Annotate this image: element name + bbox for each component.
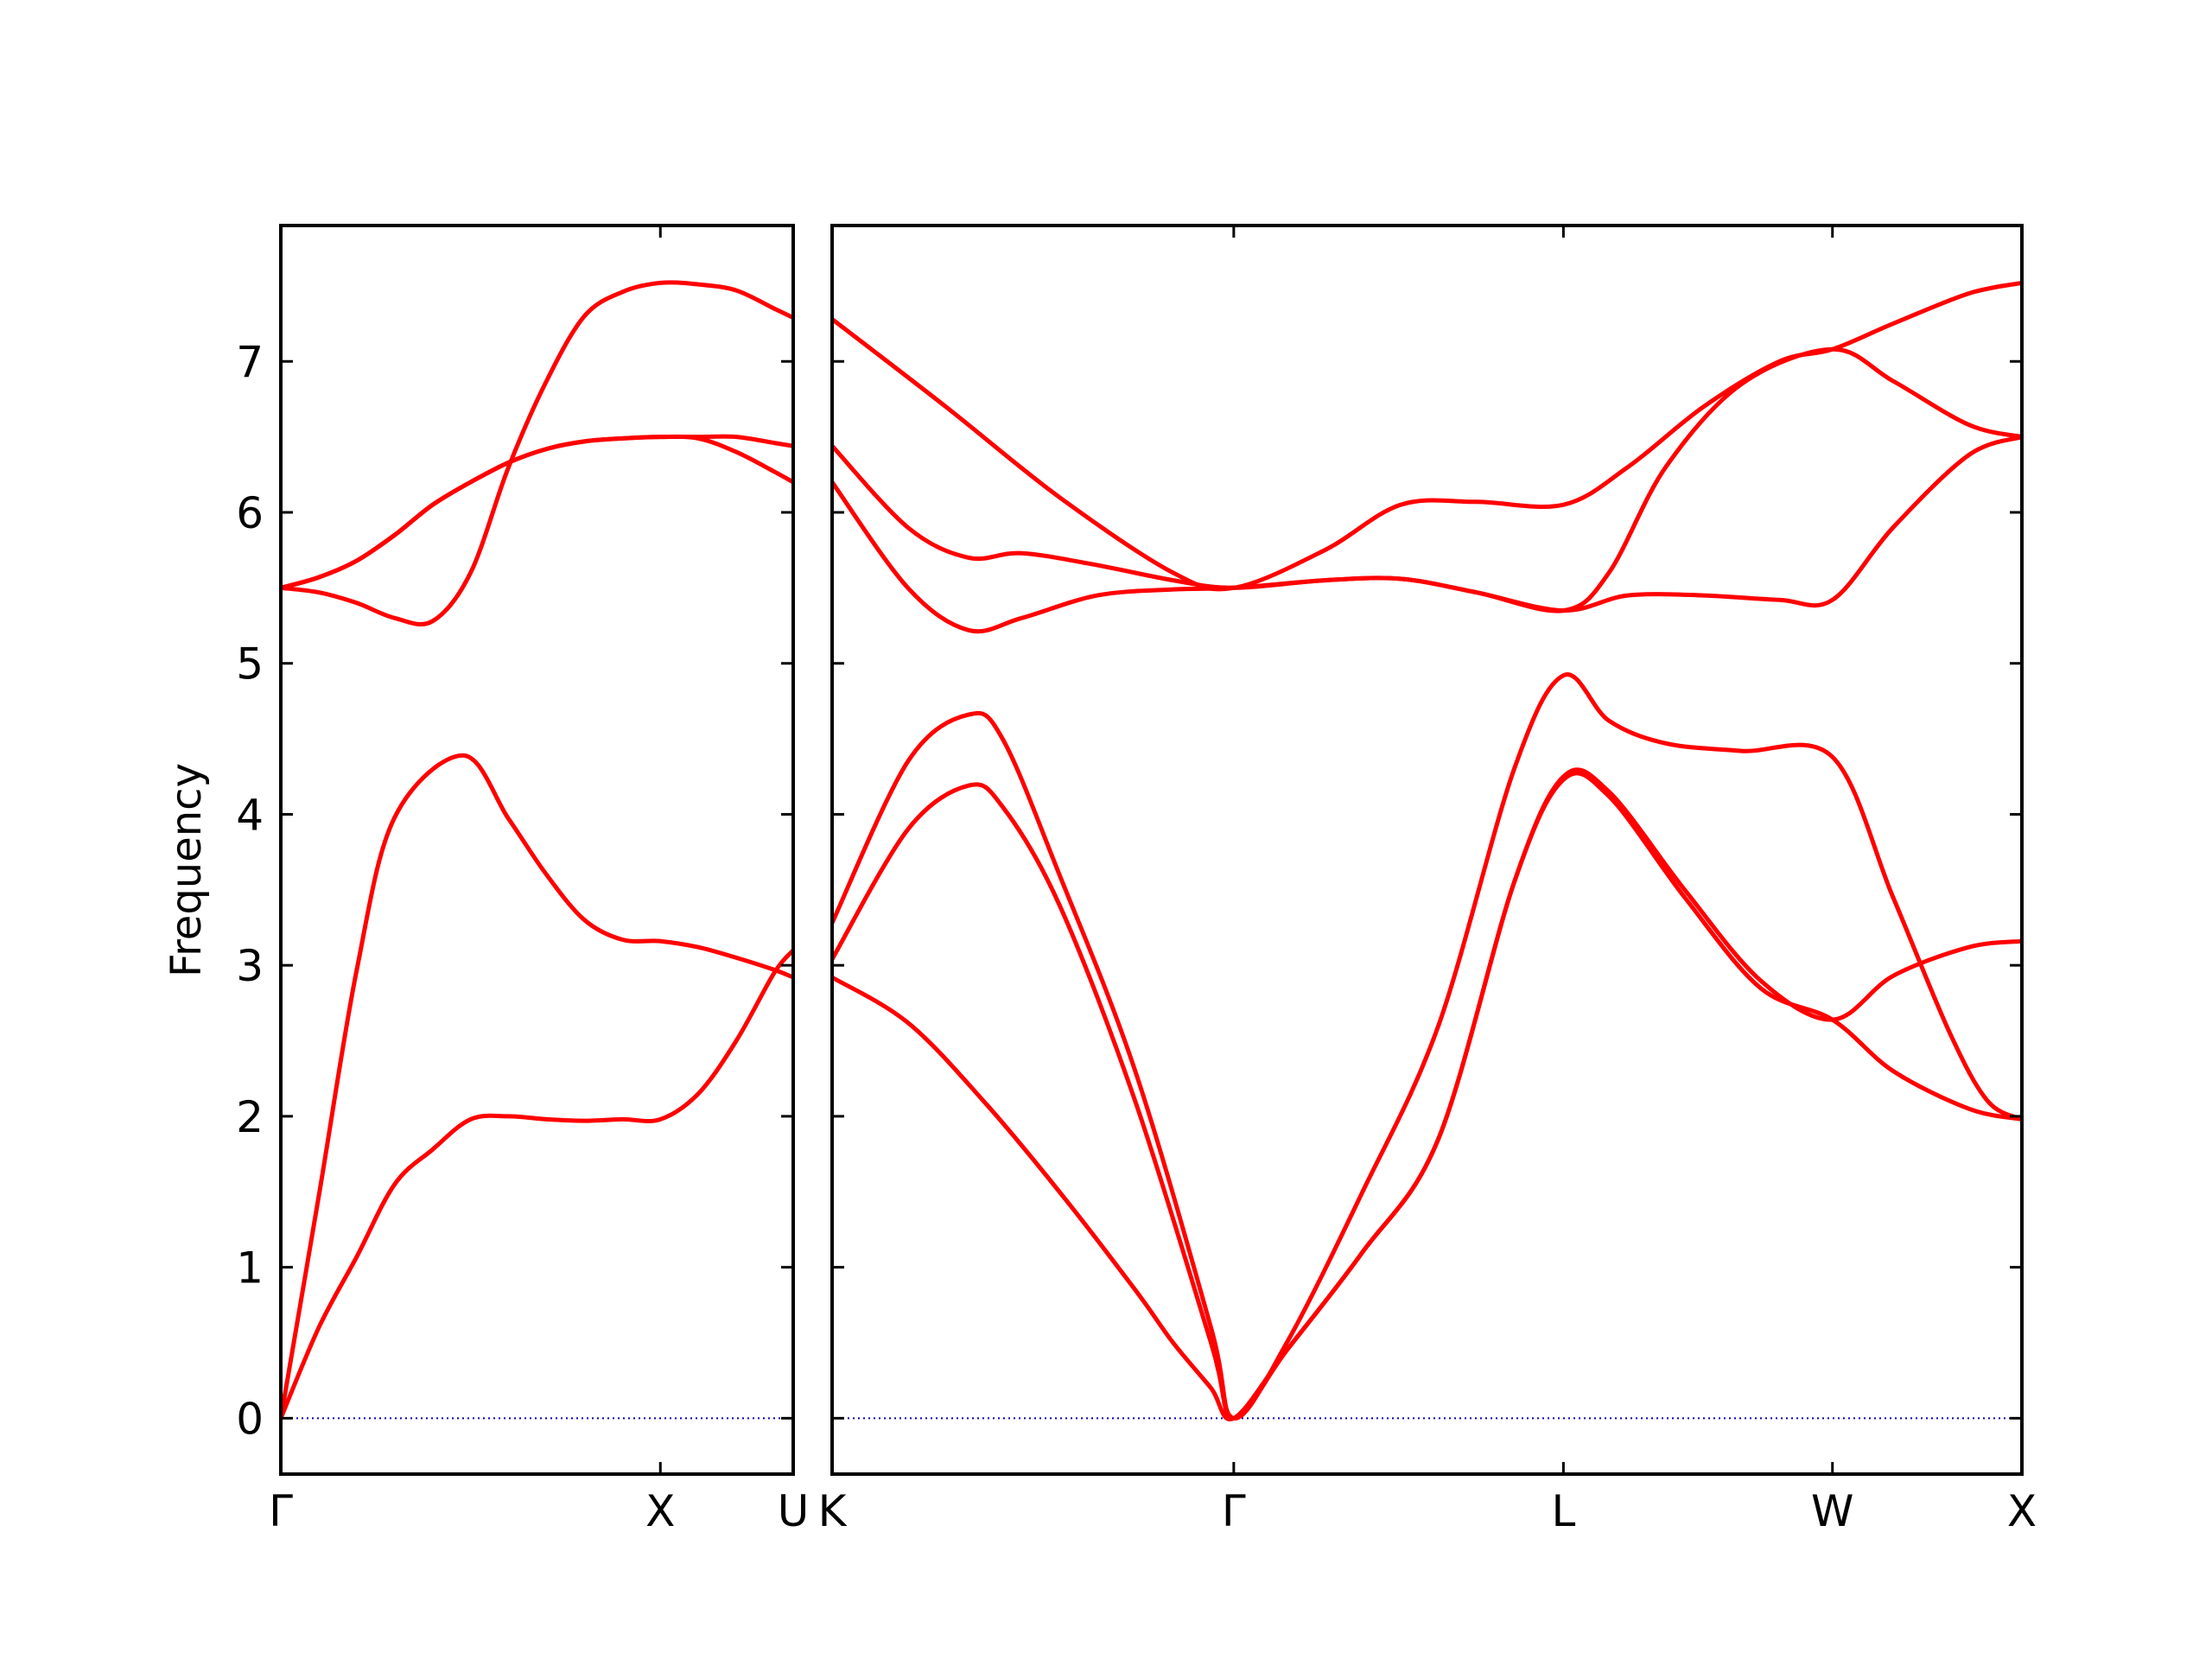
y-tick-label: 4 — [236, 790, 264, 840]
x-tick-label: L — [1551, 1486, 1575, 1536]
x-tick-label: K — [818, 1486, 848, 1536]
plot-layer — [281, 280, 2022, 1421]
panel-1-bands — [281, 280, 793, 1421]
y-tick-label: 1 — [236, 1243, 264, 1294]
band-line-1-1 — [281, 948, 793, 1421]
panel-2-frame — [830, 224, 2024, 1476]
band-line-2-1 — [832, 771, 2022, 1421]
x-tick-label: X — [2007, 1486, 2037, 1536]
band-line-1-5 — [281, 434, 793, 590]
band-line-2-6 — [832, 280, 2022, 592]
x-tick-label: Γ — [1222, 1486, 1246, 1536]
band-line-2-3 — [832, 672, 2022, 1421]
band-line-2-4 — [832, 435, 2022, 634]
panel-2-bands — [832, 280, 2022, 1421]
panel-1-frame — [279, 224, 795, 1476]
y-tick-label: 0 — [236, 1394, 264, 1444]
ticks-layer: Γ X U K Γ L W X 0 1 2 3 4 5 6 7 — [236, 226, 2037, 1536]
y-tick-label: 5 — [236, 639, 264, 690]
y-tick-label: 6 — [236, 488, 264, 538]
band-line-1-2 — [281, 753, 793, 1421]
x-tick-label: X — [645, 1486, 675, 1536]
band-line-1-3 — [281, 280, 793, 626]
y-tick-label: 7 — [236, 337, 264, 387]
x-tick-label: Γ — [269, 1486, 293, 1536]
y-tick-label: 3 — [236, 941, 264, 991]
band-line-2-2 — [832, 767, 2022, 1421]
band-line-2-5 — [832, 346, 2022, 613]
frames-layer — [279, 224, 2024, 1476]
x-tick-label: U — [778, 1486, 810, 1536]
y-axis-label: Frequency — [162, 763, 211, 977]
band-line-1-4 — [281, 434, 793, 590]
x-tick-label: W — [1811, 1486, 1853, 1536]
y-tick-label: 2 — [236, 1092, 264, 1142]
